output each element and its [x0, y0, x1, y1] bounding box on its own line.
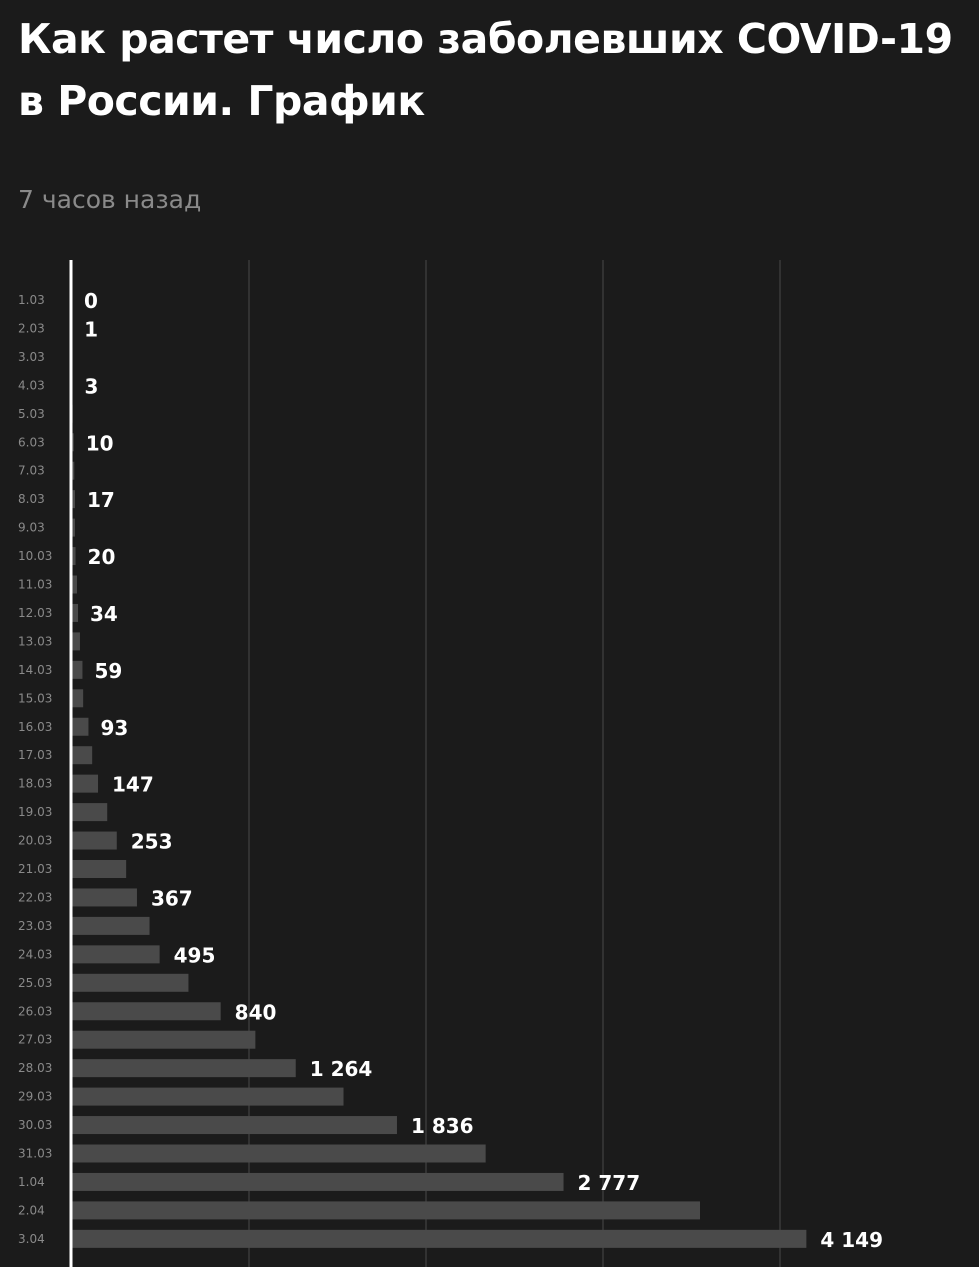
- category-label: 20.03: [18, 834, 52, 848]
- data-label: 10: [86, 431, 114, 455]
- data-label: 147: [112, 773, 154, 797]
- bar: [72, 746, 93, 765]
- bar: [72, 803, 108, 822]
- bar: [72, 774, 99, 793]
- category-label: 31.03: [18, 1147, 52, 1161]
- bar: [72, 888, 137, 907]
- category-label: 14.03: [18, 663, 52, 677]
- category-label: 30.03: [18, 1118, 52, 1132]
- category-label: 12.03: [18, 606, 52, 620]
- category-label: 1.03: [18, 293, 45, 307]
- bar: [72, 1116, 397, 1135]
- bar: [72, 603, 79, 622]
- category-label: 3.03: [18, 350, 45, 364]
- bar: [72, 689, 84, 708]
- category-label: 23.03: [18, 919, 52, 933]
- category-label: 7.03: [18, 464, 45, 478]
- data-label: 1: [84, 317, 98, 341]
- bar: [72, 1144, 486, 1163]
- bar: [72, 916, 150, 935]
- bar: [72, 632, 80, 651]
- bar: [72, 547, 76, 566]
- category-label: 10.03: [18, 549, 52, 563]
- bar: [72, 461, 75, 480]
- bar: [72, 490, 76, 509]
- bar-chart: 1.03 02.03 13.034.03 35.036.03 107.038.03 179…: [18, 260, 883, 1267]
- data-label: 840: [235, 1000, 277, 1024]
- data-label: 4 149: [820, 1228, 883, 1252]
- bar: [72, 860, 127, 878]
- category-label: 29.03: [18, 1090, 52, 1104]
- bar: [72, 1201, 700, 1220]
- bar: [72, 518, 76, 537]
- data-label: 2 777: [578, 1171, 641, 1195]
- data-label: 1 264: [310, 1057, 373, 1081]
- category-label: 27.03: [18, 1033, 52, 1047]
- bar: [72, 831, 117, 850]
- bar: [72, 1087, 344, 1106]
- timestamp: 7 часов назад: [18, 185, 202, 214]
- data-label: 0: [84, 289, 98, 313]
- category-label: 24.03: [18, 947, 52, 961]
- data-label: 20: [88, 545, 116, 569]
- data-label: 1 836: [411, 1114, 474, 1138]
- category-label: 9.03: [18, 521, 45, 535]
- data-label: 3: [85, 374, 99, 398]
- category-label: 6.03: [18, 435, 45, 449]
- bar: [72, 1172, 564, 1191]
- category-label: 8.03: [18, 492, 45, 506]
- category-label: 15.03: [18, 691, 52, 705]
- data-label: 495: [174, 943, 216, 967]
- bar: [72, 945, 160, 964]
- category-label: 13.03: [18, 634, 52, 648]
- data-label: 34: [90, 602, 118, 626]
- bar: [72, 575, 77, 594]
- bar: [72, 973, 189, 992]
- data-label: 17: [87, 488, 115, 512]
- category-label: 4.03: [18, 378, 45, 392]
- category-label: 19.03: [18, 805, 52, 819]
- category-label: 2.03: [18, 321, 45, 335]
- bar: [72, 1229, 807, 1248]
- data-label: 367: [151, 886, 193, 910]
- category-label: 21.03: [18, 862, 52, 876]
- category-label: 26.03: [18, 1004, 52, 1018]
- category-label: 11.03: [18, 578, 52, 592]
- category-label: 5.03: [18, 407, 45, 421]
- category-label: 2.04: [18, 1203, 45, 1217]
- category-label: 25.03: [18, 976, 52, 990]
- category-label: 3.04: [18, 1232, 45, 1246]
- category-label: 1.04: [18, 1175, 45, 1189]
- data-label: 253: [131, 830, 173, 854]
- category-label: 17.03: [18, 748, 52, 762]
- category-label: 18.03: [18, 777, 52, 791]
- bar: [72, 1059, 296, 1078]
- category-label: 16.03: [18, 720, 52, 734]
- bar: [72, 1002, 221, 1021]
- category-label: 22.03: [18, 890, 52, 904]
- page-title: Как растет число заболевших COVID-19 в Р…: [18, 15, 953, 125]
- category-label: 28.03: [18, 1061, 52, 1075]
- bar: [72, 433, 74, 452]
- data-label: 59: [94, 659, 122, 683]
- data-label: 93: [100, 716, 128, 740]
- bar: [72, 1030, 256, 1049]
- bar: [72, 660, 83, 679]
- bar: [72, 717, 89, 736]
